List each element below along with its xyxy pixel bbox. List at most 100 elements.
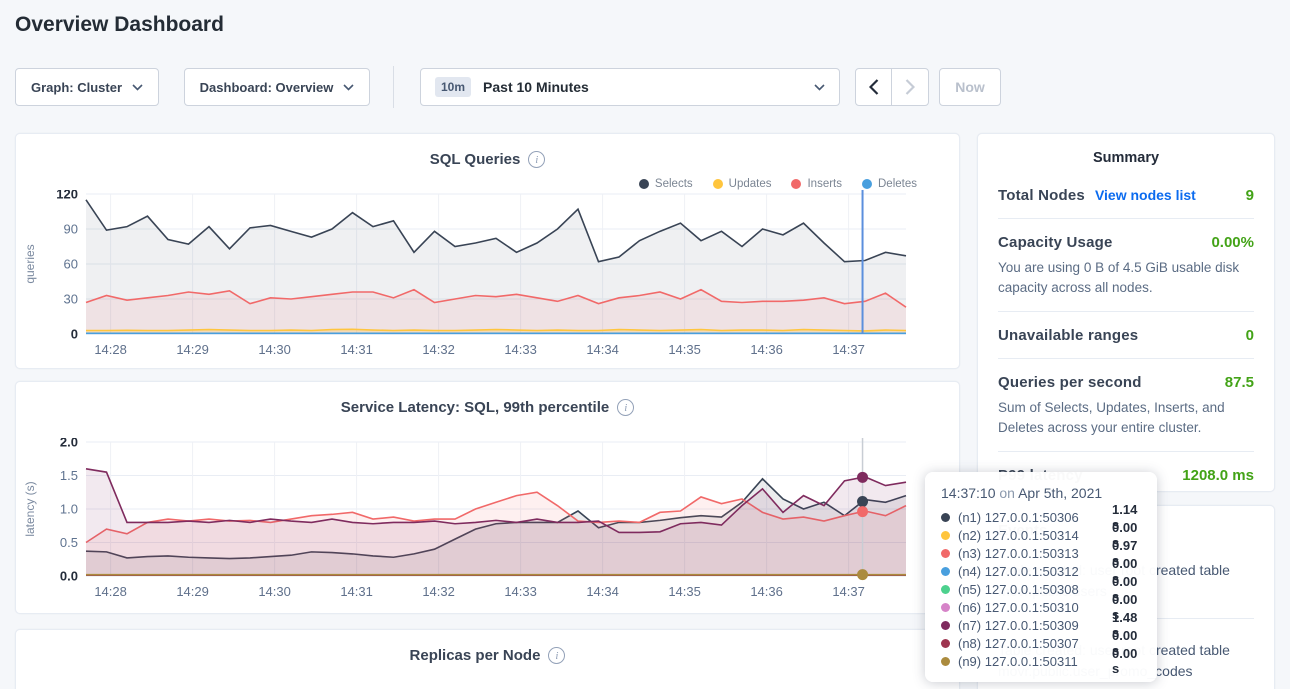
svg-text:1.5: 1.5 <box>60 468 78 483</box>
node-latency-value: 1.14 s <box>1112 502 1138 532</box>
node-color-dot <box>941 530 950 540</box>
chevron-down-icon <box>132 83 143 91</box>
legend-item-deletes[interactable]: Deletes <box>862 178 917 190</box>
summary-label: Total Nodes <box>998 187 1085 204</box>
chevron-down-icon <box>343 83 354 91</box>
svg-text:90: 90 <box>64 222 78 237</box>
legend-item-inserts[interactable]: Inserts <box>791 178 842 190</box>
svg-text:14:30: 14:30 <box>258 342 291 357</box>
toolbar-divider <box>393 66 394 108</box>
legend-item-selects[interactable]: Selects <box>638 178 693 190</box>
svg-text:queries: queries <box>23 244 37 283</box>
summary-value: 0 <box>1245 327 1254 345</box>
sql-queries-legend: Selects Updates Inserts Deletes <box>638 178 917 190</box>
node-address: (n8) 127.0.0.1:50307 <box>958 635 1079 651</box>
node-address: (n7) 127.0.0.1:50309 <box>958 617 1079 633</box>
time-step-buttons <box>855 68 929 106</box>
svg-text:14:34: 14:34 <box>586 584 619 599</box>
summary-row: Capacity Usage 0.00% You are using 0 B of … <box>998 219 1254 313</box>
summary-row: Queries per second 87.5 Sum of Selects, Up… <box>998 359 1254 453</box>
chart-hover-tooltip: 14:37:10 on Apr 5th, 2021 (n1) 127.0.0.1… <box>925 472 1157 682</box>
svg-text:120: 120 <box>56 190 78 202</box>
summary-value: 0.00% <box>1211 234 1254 251</box>
graph-dropdown-label: Graph: Cluster <box>30 79 122 95</box>
svg-text:14:28: 14:28 <box>94 584 127 599</box>
chevron-right-icon <box>905 79 915 95</box>
svg-text:0.5: 0.5 <box>60 535 78 550</box>
legend-label: Updates <box>728 178 772 190</box>
sql-queries-title: SQL Queries <box>429 151 521 168</box>
tooltip-row: (n5) 127.0.0.1:50308 0.00 s <box>941 574 1141 604</box>
info-icon[interactable]: i <box>528 151 546 168</box>
page-title: Overview Dashboard <box>15 13 224 36</box>
time-forward-button[interactable] <box>892 69 928 105</box>
svg-text:1.0: 1.0 <box>60 502 78 517</box>
summary-label: Unavailable ranges <box>998 327 1139 345</box>
tooltip-row: (n4) 127.0.0.1:50312 0.00 s <box>941 556 1141 586</box>
node-latency-value: 1.48 s <box>1112 610 1138 640</box>
svg-text:14:37: 14:37 <box>832 584 865 599</box>
info-icon[interactable]: i <box>617 399 635 416</box>
dashboard-dropdown[interactable]: Dashboard: Overview <box>184 68 370 106</box>
svg-text:14:35: 14:35 <box>668 342 701 357</box>
node-latency-value: 0.97 s <box>1112 538 1138 568</box>
svg-text:14:31: 14:31 <box>340 584 373 599</box>
node-color-dot <box>941 584 950 594</box>
svg-text:60: 60 <box>64 257 78 272</box>
svg-text:14:36: 14:36 <box>750 342 783 357</box>
summary-value: 9 <box>1245 187 1254 204</box>
svg-text:14:34: 14:34 <box>586 342 619 357</box>
svg-text:14:35: 14:35 <box>668 584 701 599</box>
node-color-dot <box>941 638 950 648</box>
node-latency-value: 0.00 s <box>1112 592 1138 622</box>
now-button[interactable]: Now <box>939 68 1001 106</box>
svg-text:0: 0 <box>71 327 78 342</box>
svg-text:14:29: 14:29 <box>176 584 209 599</box>
chevron-down-icon <box>814 83 825 91</box>
summary-value: 1208.0 ms <box>1182 467 1254 485</box>
node-latency-value: 0.00 s <box>1112 520 1138 550</box>
replicas-per-node-card: Replicas per Node i <box>15 629 960 689</box>
service-latency-chart[interactable]: 0.0 0.5 1.0 1.5 2.0 14:28 14:29 14:30 14:31 14:32… <box>16 438 936 610</box>
service-latency-title: Service Latency: SQL, 99th percentile <box>340 399 610 416</box>
summary-value: 87.5 <box>1224 374 1254 392</box>
sql-queries-chart[interactable]: 0 30 60 90 120 14:28 14:29 14:30 14:31 14:32 14:33… <box>16 190 936 368</box>
tooltip-row: (n3) 127.0.0.1:50313 0.97 s <box>941 538 1141 568</box>
node-color-dot <box>941 656 950 666</box>
legend-label: Inserts <box>807 178 842 190</box>
svg-text:14:33: 14:33 <box>504 342 537 357</box>
info-icon[interactable]: i <box>548 647 566 664</box>
time-range-label: Past 10 Minutes <box>483 79 589 95</box>
time-back-button[interactable] <box>856 69 893 105</box>
legend-item-updates[interactable]: Updates <box>712 178 772 190</box>
node-color-dot <box>941 620 950 630</box>
tooltip-row: (n6) 127.0.0.1:50310 0.00 s <box>941 592 1141 622</box>
replicas-per-node-title: Replicas per Node <box>409 647 541 664</box>
node-address: (n1) 127.0.0.1:50306 <box>958 509 1079 525</box>
node-address: (n6) 127.0.0.1:50310 <box>958 599 1079 615</box>
svg-text:14:32: 14:32 <box>422 342 455 357</box>
dashboard-dropdown-label: Dashboard: Overview <box>199 79 334 95</box>
node-latency-value: 0.00 s <box>1112 574 1138 604</box>
tooltip-row: (n8) 127.0.0.1:50307 0.00 s <box>941 628 1141 658</box>
graph-dropdown[interactable]: Graph: Cluster <box>15 68 159 106</box>
time-range-dropdown[interactable]: 10m Past 10 Minutes <box>420 68 840 106</box>
legend-dot <box>638 179 649 189</box>
tooltip-row: (n7) 127.0.0.1:50309 1.48 s <box>941 610 1141 640</box>
view-nodes-list-link[interactable]: View nodes list <box>1094 187 1196 203</box>
tooltip-timestamp: 14:37:10 on Apr 5th, 2021 <box>941 485 1103 501</box>
node-color-dot <box>941 566 950 576</box>
node-address: (n5) 127.0.0.1:50308 <box>958 581 1079 597</box>
now-button-label: Now <box>955 79 985 95</box>
svg-text:2.0: 2.0 <box>60 438 78 450</box>
svg-text:14:28: 14:28 <box>94 342 127 357</box>
summary-row: Total Nodes View nodes list 9 <box>998 172 1254 219</box>
node-color-dot <box>941 512 950 522</box>
legend-dot <box>712 179 723 189</box>
node-address: (n3) 127.0.0.1:50313 <box>958 545 1079 561</box>
summary-title: Summary <box>1092 150 1160 166</box>
svg-text:14:32: 14:32 <box>422 584 455 599</box>
summary-description: You are using 0 B of 4.5 GiB usable disk… <box>998 260 1240 295</box>
tooltip-row: (n9) 127.0.0.1:50311 0.00 s <box>941 646 1141 676</box>
legend-dot <box>862 179 872 189</box>
